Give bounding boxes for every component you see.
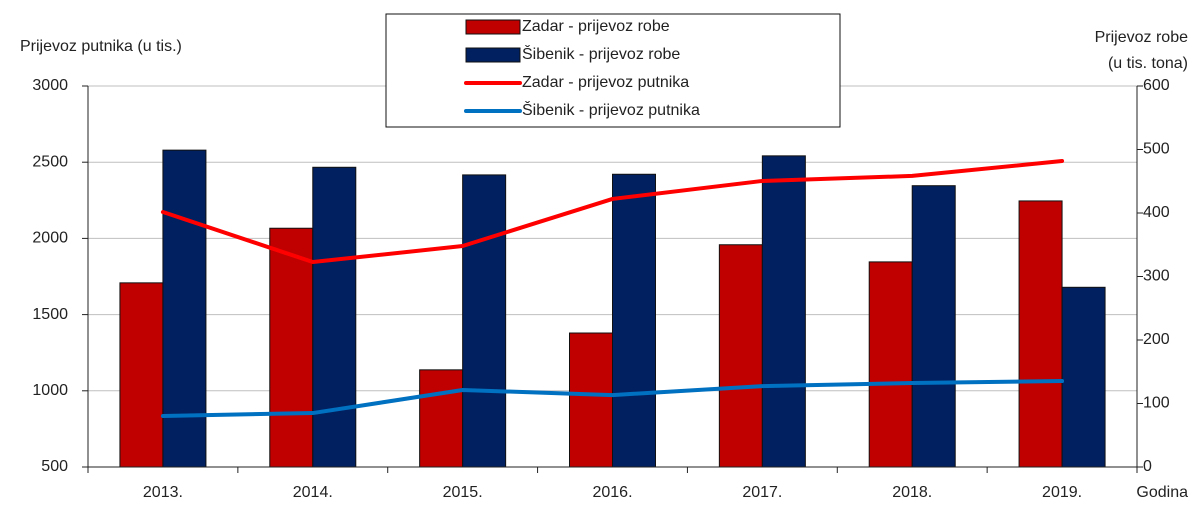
y2-tick-label: 400 xyxy=(1143,204,1170,221)
bar xyxy=(462,174,507,468)
legend-label: Šibenik - prijevoz putnika xyxy=(522,100,700,119)
bar xyxy=(312,166,357,468)
bar xyxy=(569,332,613,468)
legend-label: Šibenik - prijevoz robe xyxy=(522,44,680,63)
legend-swatch xyxy=(465,19,521,35)
x-tick-label: 2019. xyxy=(1042,484,1082,501)
legend-label: Zadar - prijevoz putnika xyxy=(522,74,689,91)
bar xyxy=(911,185,956,468)
x-tick-label: 2016. xyxy=(592,484,632,501)
x-tick-label: 2018. xyxy=(892,484,932,501)
y-tick-label: 1000 xyxy=(32,382,68,399)
y-tick-label: 3000 xyxy=(32,77,68,94)
y-tick-label: 2000 xyxy=(32,230,68,247)
bar xyxy=(612,173,656,468)
y2-tick-label: 500 xyxy=(1143,141,1170,158)
y-tick-label: 500 xyxy=(41,458,68,475)
x-axis-label: Godina xyxy=(1136,484,1188,501)
line xyxy=(160,379,1065,418)
bar xyxy=(1018,200,1063,468)
y2-tick-label: 200 xyxy=(1143,331,1170,348)
x-tick-label: 2013. xyxy=(143,484,183,501)
bar xyxy=(269,227,314,468)
bar xyxy=(718,244,763,468)
y2-axis-label: Prijevoz robe xyxy=(1095,29,1188,46)
line xyxy=(160,158,1065,265)
y2-axis-label: (u tis. tona) xyxy=(1108,55,1188,72)
bar xyxy=(162,149,207,468)
bar xyxy=(119,282,164,468)
bar xyxy=(1061,286,1106,468)
y2-tick-label: 300 xyxy=(1143,268,1170,285)
y-tick-label: 1500 xyxy=(32,306,68,323)
bar xyxy=(419,369,464,468)
bar xyxy=(868,261,913,468)
y2-tick-label: 600 xyxy=(1143,77,1170,94)
legend xyxy=(385,13,841,128)
x-tick-label: 2015. xyxy=(443,484,483,501)
x-tick-label: 2014. xyxy=(293,484,333,501)
y-tick-label: 2500 xyxy=(32,153,68,170)
legend-swatch xyxy=(465,47,521,63)
y-axis-label: Prijevoz putnika (u tis.) xyxy=(20,38,182,55)
y2-tick-label: 0 xyxy=(1143,458,1152,475)
bar xyxy=(761,155,806,468)
y2-tick-label: 100 xyxy=(1143,395,1170,412)
legend-label: Zadar - prijevoz robe xyxy=(522,18,670,35)
x-tick-label: 2017. xyxy=(742,484,782,501)
